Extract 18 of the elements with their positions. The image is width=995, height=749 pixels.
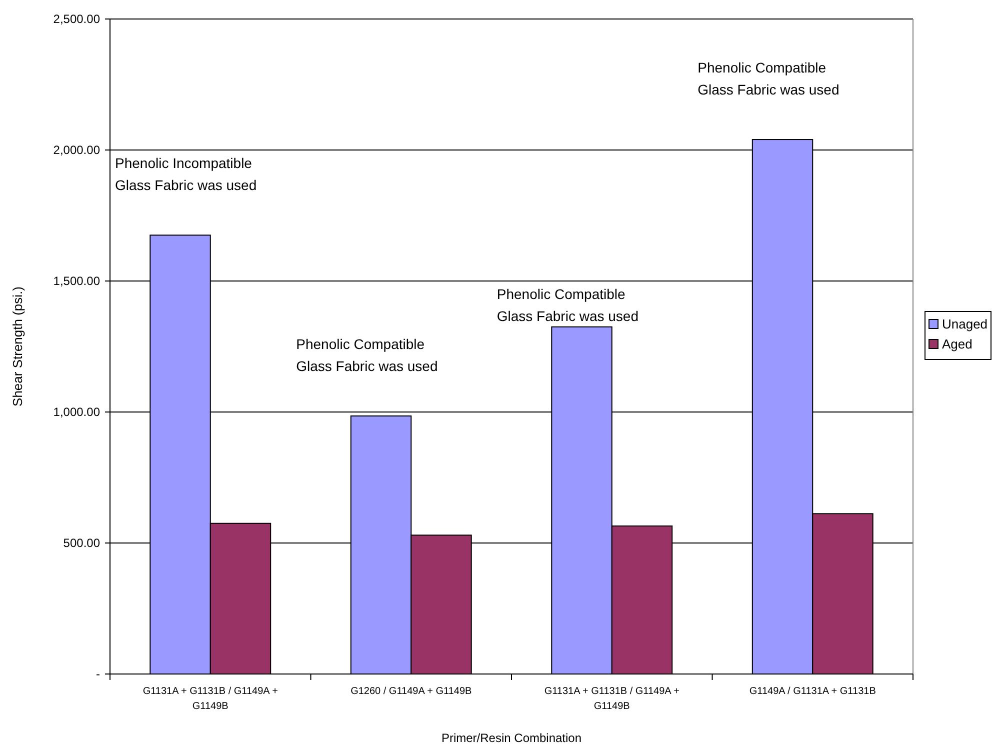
y-tick-label: 2,500.00 — [53, 12, 100, 26]
x-tick-label: G1131A + G1131B / G1149A + G1149B — [544, 686, 680, 712]
x-tick-label: G1131A + G1131B / G1149A + G1149B — [142, 686, 278, 712]
x-tick-label: G1260 / G1149A + G1149B — [350, 686, 472, 697]
y-tick-label: 1,000.00 — [53, 405, 100, 420]
legend-label: Unaged — [942, 316, 988, 332]
y-axis-title: Shear Strength (psi.) — [10, 286, 25, 406]
annotation: Phenolic Compatible Glass Fabric was used — [496, 286, 638, 324]
x-axis-title: Primer/Resin Combination — [441, 731, 582, 745]
y-tick-label: - — [96, 667, 100, 682]
legend-label: Aged — [942, 336, 972, 352]
y-tick-label: 500.00 — [63, 536, 100, 550]
x-tick-label: G1149A / G1131A + G1131B — [749, 686, 876, 697]
y-tick-label: 2,000.00 — [53, 143, 100, 158]
annotation: Phenolic Compatible Glass Fabric was used — [296, 336, 438, 374]
annotation: Phenolic Compatible Glass Fabric was used — [698, 60, 840, 98]
y-tick-label: 1,500.00 — [53, 274, 100, 288]
annotation: Phenolic Incompatible Glass Fabric was used — [115, 155, 257, 194]
